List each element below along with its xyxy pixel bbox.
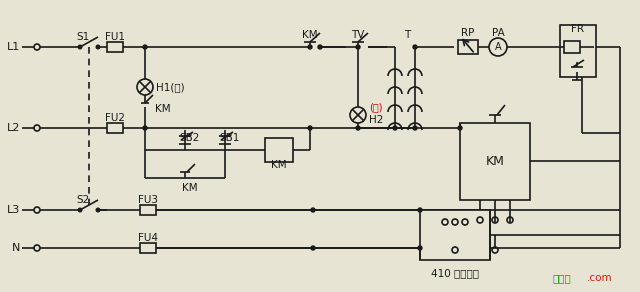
Text: N: N [12, 243, 20, 253]
Circle shape [78, 45, 82, 49]
Text: FU3: FU3 [138, 195, 158, 205]
Text: S1: S1 [76, 32, 90, 42]
Circle shape [308, 45, 312, 49]
Bar [107, 42, 123, 52]
Text: FU1: FU1 [105, 32, 125, 42]
Circle shape [418, 208, 422, 212]
Circle shape [96, 45, 100, 49]
Circle shape [318, 45, 322, 49]
Text: KM: KM [271, 160, 287, 170]
Text: .com: .com [587, 273, 613, 283]
Circle shape [393, 126, 397, 130]
Circle shape [308, 126, 312, 130]
Text: L2: L2 [6, 123, 20, 133]
Text: 410 型毫秒表: 410 型毫秒表 [431, 268, 479, 278]
Text: T: T [404, 30, 410, 40]
Bar [458, 40, 478, 54]
Circle shape [413, 126, 417, 130]
Text: S2: S2 [76, 195, 90, 205]
Bar [420, 210, 490, 260]
Text: L3: L3 [7, 205, 20, 215]
Text: KM: KM [302, 30, 318, 40]
Circle shape [458, 126, 462, 130]
Text: FU4: FU4 [138, 233, 158, 243]
Circle shape [143, 126, 147, 130]
Text: H2: H2 [369, 115, 383, 125]
Circle shape [356, 126, 360, 130]
Text: RP: RP [461, 28, 475, 38]
Bar [560, 25, 596, 77]
Text: PA: PA [492, 28, 504, 38]
Bar [140, 205, 156, 215]
Text: KM: KM [182, 183, 198, 193]
Text: (红): (红) [369, 102, 383, 112]
Bar [265, 138, 293, 162]
Circle shape [311, 208, 315, 212]
Bar [564, 41, 580, 53]
Text: KM: KM [486, 155, 504, 168]
Bar [107, 123, 123, 133]
Circle shape [356, 45, 360, 49]
Text: FU2: FU2 [105, 113, 125, 123]
Bar [140, 243, 156, 253]
Text: TV: TV [351, 30, 365, 40]
Text: FR: FR [570, 24, 584, 34]
Text: 接线图: 接线图 [552, 273, 572, 283]
Circle shape [418, 246, 422, 250]
Text: L1: L1 [7, 42, 20, 52]
Circle shape [143, 45, 147, 49]
Circle shape [78, 208, 82, 212]
Text: A: A [495, 42, 501, 52]
Text: H1(绿): H1(绿) [156, 82, 184, 92]
Text: KM: KM [155, 104, 171, 114]
Circle shape [413, 45, 417, 49]
Text: SB2: SB2 [180, 133, 200, 143]
Circle shape [96, 208, 100, 212]
Circle shape [311, 246, 315, 250]
Text: SB1: SB1 [220, 133, 240, 143]
Bar [460, 123, 530, 200]
